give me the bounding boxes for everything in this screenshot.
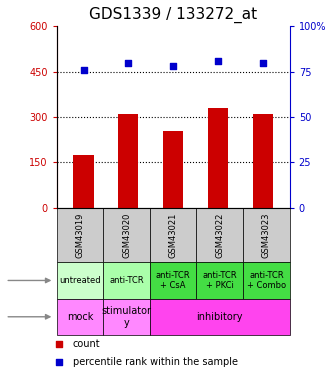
Bar [57,298,103,335]
Text: GSM43021: GSM43021 [168,212,178,258]
Bar [150,208,196,262]
Text: anti-TCR
+ PKCi: anti-TCR + PKCi [202,271,237,290]
Text: GSM43020: GSM43020 [122,212,131,258]
Point [81,67,86,73]
Bar [163,130,183,208]
Point [260,60,265,66]
Point [56,359,62,365]
Bar [243,208,290,262]
Bar [196,262,243,299]
Bar [73,155,94,208]
Bar [208,108,228,208]
Point [170,63,176,69]
Text: GSM43022: GSM43022 [215,212,224,258]
Bar [103,298,150,335]
Bar [196,208,243,262]
Bar [150,262,196,299]
Text: anti-TCR: anti-TCR [109,276,144,285]
Bar [57,262,103,299]
Text: GDS1339 / 133272_at: GDS1339 / 133272_at [89,7,257,23]
Text: count: count [73,339,101,349]
Text: percentile rank within the sample: percentile rank within the sample [73,357,238,367]
Bar [103,262,150,299]
Text: inhibitory: inhibitory [196,312,243,322]
Bar [253,114,273,208]
Point [56,341,62,347]
Bar [118,114,139,208]
Text: untreated: untreated [59,276,101,285]
Bar [150,298,290,335]
Text: GSM43019: GSM43019 [75,212,85,258]
Point [215,58,221,64]
Point [126,60,131,66]
Text: stimulator
y: stimulator y [102,306,152,328]
Bar [57,208,103,262]
Text: mock: mock [67,312,93,322]
Text: anti-TCR
+ CsA: anti-TCR + CsA [156,271,190,290]
Bar [243,262,290,299]
Bar [103,208,150,262]
Text: anti-TCR
+ Combo: anti-TCR + Combo [247,271,286,290]
Text: GSM43023: GSM43023 [262,212,271,258]
